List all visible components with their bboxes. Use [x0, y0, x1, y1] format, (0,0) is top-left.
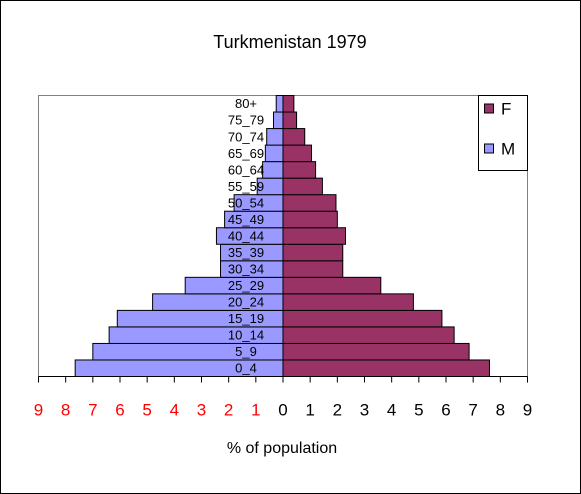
- x-tick-label: 1: [251, 400, 260, 419]
- bar: [282, 293, 414, 311]
- bar: [282, 309, 443, 328]
- x-tick-label: 5: [414, 400, 423, 419]
- x-tick-label: 7: [468, 400, 477, 419]
- legend-label: M: [501, 139, 515, 158]
- x-tick-label: 6: [441, 400, 450, 419]
- bar: [282, 111, 298, 130]
- category-label: 55_59: [228, 179, 264, 194]
- category-label: 75_79: [228, 113, 264, 128]
- x-tick-label: 8: [61, 400, 70, 419]
- category-label: 80+: [235, 96, 257, 111]
- bar: [282, 210, 338, 229]
- category-label: 25_29: [228, 278, 264, 293]
- x-tick-label: 2: [224, 400, 233, 419]
- bar: [264, 144, 284, 163]
- bar: [266, 128, 284, 146]
- category-label: 70_74: [228, 129, 264, 144]
- bar: [282, 243, 344, 262]
- legend-swatch: [484, 103, 494, 114]
- x-axis-label: % of population: [227, 440, 337, 457]
- category-label: 50_54: [228, 195, 264, 210]
- x-tick-label: 1: [305, 400, 314, 419]
- bar: [262, 161, 284, 179]
- category-label: 30_34: [228, 261, 264, 276]
- category-label: 15_19: [228, 311, 264, 326]
- bar: [282, 161, 317, 179]
- x-tick-label: 6: [115, 400, 124, 419]
- category-label: 35_39: [228, 245, 264, 260]
- category-label: 0_4: [235, 361, 257, 376]
- x-tick-label: 4: [170, 400, 179, 419]
- bar: [272, 111, 284, 130]
- category-label: 45_49: [228, 212, 264, 227]
- x-tick-label: 2: [333, 400, 342, 419]
- x-tick-label: 3: [360, 400, 369, 419]
- category-label: 5_9: [235, 344, 257, 359]
- bar: [282, 177, 323, 196]
- x-tick-label: 3: [197, 400, 206, 419]
- bar: [275, 95, 284, 113]
- category-label: 10_14: [228, 328, 264, 343]
- bar: [282, 144, 313, 163]
- bar: [282, 227, 346, 245]
- category-label: 20_24: [228, 295, 264, 310]
- category-label: 60_64: [228, 162, 264, 177]
- category-label: 65_69: [228, 146, 264, 161]
- bar: [282, 95, 295, 113]
- x-tick-label: 5: [142, 400, 151, 419]
- x-tick-label: 9: [34, 400, 43, 419]
- x-tick-label: 0: [278, 400, 287, 419]
- legend-label: F: [501, 99, 511, 118]
- category-label: 40_44: [228, 228, 264, 243]
- x-tick-label: 4: [387, 400, 396, 419]
- bar: [282, 359, 490, 377]
- x-tick-label: 9: [523, 400, 532, 419]
- bar: [282, 342, 470, 361]
- bar: [282, 128, 306, 146]
- bar: [282, 276, 382, 295]
- legend-swatch: [484, 143, 494, 154]
- x-tick-label: 7: [88, 400, 97, 419]
- chart-title: Turkmenistan 1979: [213, 32, 366, 52]
- x-tick-label: 8: [496, 400, 505, 419]
- bar: [282, 326, 455, 344]
- bar: [282, 194, 337, 212]
- bar: [282, 260, 344, 278]
